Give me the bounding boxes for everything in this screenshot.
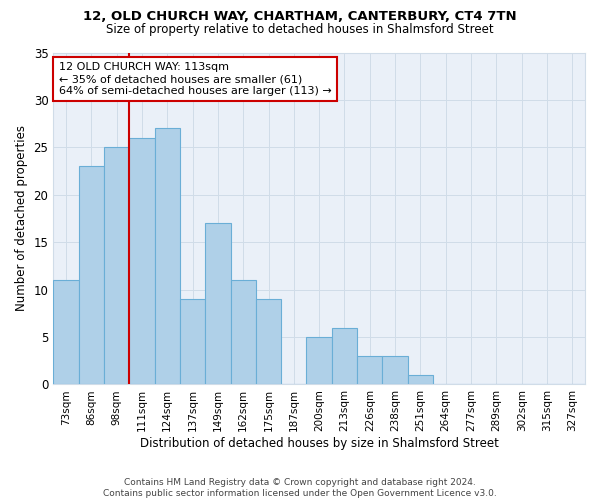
Bar xyxy=(357,356,382,384)
Y-axis label: Number of detached properties: Number of detached properties xyxy=(15,126,28,312)
Bar xyxy=(53,280,79,384)
Text: 12, OLD CHURCH WAY, CHARTHAM, CANTERBURY, CT4 7TN: 12, OLD CHURCH WAY, CHARTHAM, CANTERBURY… xyxy=(83,10,517,23)
Bar xyxy=(180,299,205,384)
X-axis label: Distribution of detached houses by size in Shalmsford Street: Distribution of detached houses by size … xyxy=(140,437,499,450)
Text: Size of property relative to detached houses in Shalmsford Street: Size of property relative to detached ho… xyxy=(106,22,494,36)
Text: Contains HM Land Registry data © Crown copyright and database right 2024.
Contai: Contains HM Land Registry data © Crown c… xyxy=(103,478,497,498)
Bar xyxy=(307,337,332,384)
Bar xyxy=(382,356,408,384)
Bar xyxy=(230,280,256,384)
Text: 12 OLD CHURCH WAY: 113sqm
← 35% of detached houses are smaller (61)
64% of semi-: 12 OLD CHURCH WAY: 113sqm ← 35% of detac… xyxy=(59,62,331,96)
Bar xyxy=(79,166,104,384)
Bar xyxy=(256,299,281,384)
Bar xyxy=(205,223,230,384)
Bar xyxy=(332,328,357,384)
Bar xyxy=(129,138,155,384)
Bar xyxy=(104,148,129,384)
Bar xyxy=(408,375,433,384)
Bar xyxy=(155,128,180,384)
